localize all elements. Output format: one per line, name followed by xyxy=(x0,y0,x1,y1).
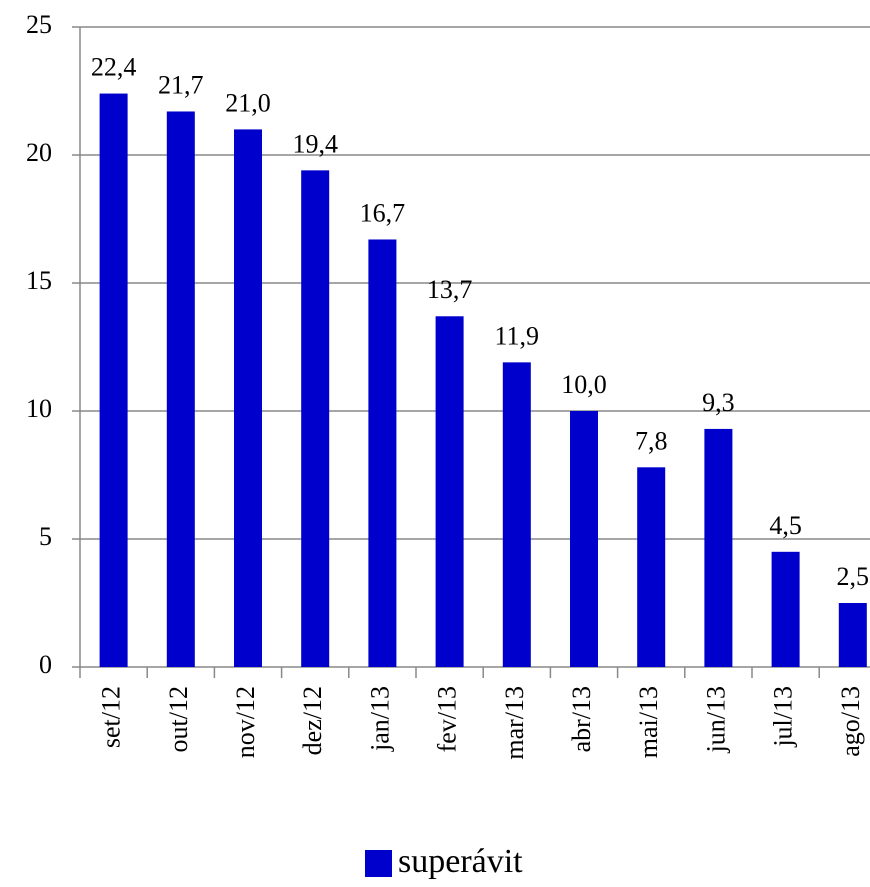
x-tick-label: jun/13 xyxy=(701,686,730,753)
x-tick-label: mar/13 xyxy=(500,686,529,760)
bar xyxy=(166,111,195,668)
x-tick-label: fev/13 xyxy=(433,686,462,752)
bar xyxy=(637,467,666,667)
value-label: 10,0 xyxy=(561,370,607,399)
y-tick-label: 20 xyxy=(26,138,52,167)
bar xyxy=(570,411,598,667)
bar xyxy=(771,551,800,667)
value-label: 13,7 xyxy=(427,275,473,304)
value-label: 2,5 xyxy=(837,562,870,591)
value-label: 9,3 xyxy=(702,388,735,417)
value-label: 19,4 xyxy=(292,129,338,158)
x-tick-label: mai/13 xyxy=(634,686,663,758)
bar xyxy=(301,170,330,668)
bar xyxy=(435,316,464,667)
y-tick-label: 5 xyxy=(39,522,52,551)
y-tick-label: 10 xyxy=(26,394,52,423)
bar xyxy=(502,362,531,667)
bar xyxy=(838,603,867,667)
value-label: 21,7 xyxy=(158,70,204,99)
bar xyxy=(234,129,262,667)
y-tick-label: 0 xyxy=(39,650,52,679)
value-label: 21,0 xyxy=(225,88,271,117)
value-label: 22,4 xyxy=(91,53,137,82)
x-tick-label: nov/12 xyxy=(231,686,260,758)
x-tick-label: abr/13 xyxy=(567,686,596,752)
bar xyxy=(704,428,733,667)
x-tick-label: dez/12 xyxy=(298,686,327,755)
legend-swatch xyxy=(365,850,392,877)
y-tick-label: 15 xyxy=(26,266,52,295)
x-tick-label: jul/13 xyxy=(769,686,798,748)
x-tick-label: ago/13 xyxy=(836,686,865,757)
value-label: 11,9 xyxy=(495,321,540,350)
x-tick-label: set/12 xyxy=(97,686,126,748)
x-tick-label: jan/13 xyxy=(365,686,394,752)
value-label: 16,7 xyxy=(360,198,406,227)
value-label: 4,5 xyxy=(769,511,802,540)
legend-label: superávit xyxy=(398,843,523,880)
x-tick-label: out/12 xyxy=(164,686,193,752)
y-tick-label: 25 xyxy=(26,10,52,39)
bar xyxy=(368,239,397,668)
bar xyxy=(99,93,128,667)
value-label: 7,8 xyxy=(635,426,668,455)
